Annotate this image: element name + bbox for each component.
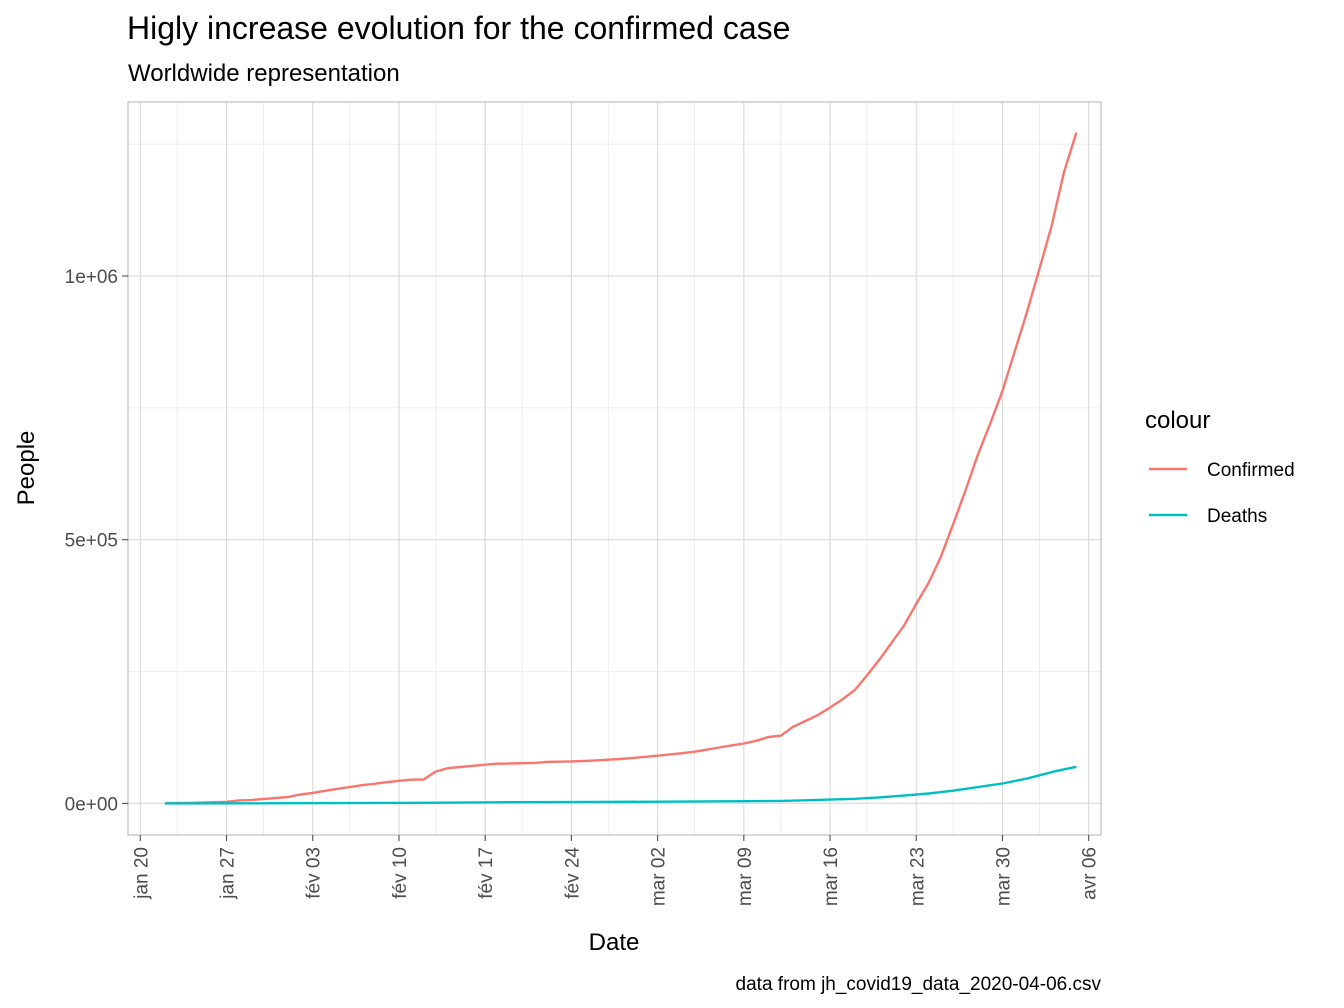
series-line-confirmed [164,132,1078,805]
x-tick-label: mar 16 [821,847,842,906]
series-line-deaths [164,765,1077,805]
legend-label-confirmed: Confirmed [1207,460,1295,481]
y-axis: 0e+00 5e+05 1e+06 [65,267,128,815]
x-tick-label: mar 09 [735,847,756,906]
legend-label-deaths: Deaths [1207,506,1267,527]
legend: colour Confirmed Deaths [1145,407,1295,527]
x-axis-title: Date [589,929,640,956]
plot-panel-border [127,101,1102,836]
minor-gridlines [128,102,1101,835]
y-axis-title: People [13,431,40,506]
x-tick-label: fév 10 [390,847,411,899]
chart-subtitle: Worldwide representation [128,60,400,87]
series-lines [164,132,1078,805]
x-tick-label: avr 06 [1080,847,1101,900]
y-tick-label: 5e+05 [65,531,118,552]
x-tick-label: jan 27 [218,847,239,900]
x-tick-label: mar 02 [649,847,670,906]
y-tick-label: 0e+00 [65,794,118,815]
y-tick-label: 1e+06 [65,267,118,288]
chart-title: Higly increase evolution for the confirm… [127,10,790,46]
chart-caption: data from jh_covid19_data_2020-04-06.csv [736,974,1102,995]
x-axis: jan 20 jan 27 fév 03 fév 10 fév 17 fév 24 mar … [131,835,1101,906]
major-gridlines [128,102,1101,835]
x-tick-label: fév 24 [562,847,583,899]
legend-title: colour [1145,407,1210,434]
x-tick-label: mar 23 [907,847,928,906]
x-tick-label: mar 30 [993,847,1014,906]
x-tick-label: fév 03 [304,847,325,899]
x-tick-label: fév 17 [476,847,497,899]
x-tick-label: jan 20 [131,847,152,900]
